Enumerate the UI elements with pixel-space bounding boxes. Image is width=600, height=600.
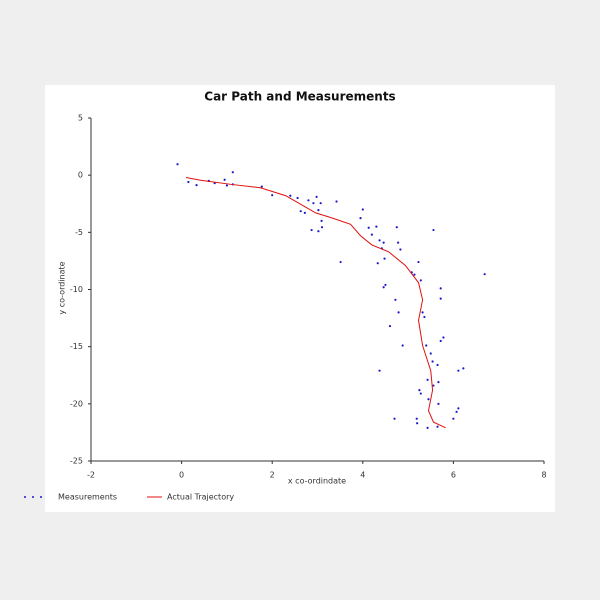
- measurement-point: [375, 225, 378, 228]
- measurement-point: [426, 378, 429, 381]
- measurement-point: [397, 241, 400, 244]
- measurement-point: [378, 239, 381, 242]
- measurement-point: [452, 417, 455, 420]
- measurement-point: [320, 219, 323, 222]
- measurement-point: [432, 228, 435, 232]
- x-tick-label: 8: [541, 471, 546, 480]
- measurement-point: [320, 226, 324, 229]
- measurement-point: [310, 228, 313, 232]
- measurement-point: [455, 410, 458, 413]
- measurement-point: [225, 184, 228, 187]
- measurement-point: [223, 178, 226, 181]
- measurement-point: [394, 298, 397, 301]
- measurement-point: [231, 171, 234, 174]
- measurement-point: [427, 398, 430, 401]
- y-tick-label: -20: [70, 399, 83, 408]
- measurement-point: [416, 422, 419, 425]
- measurement-point: [418, 389, 421, 392]
- y-tick-label: 0: [78, 171, 83, 180]
- measurement-point: [425, 344, 428, 347]
- y-tick-label: 5: [78, 114, 83, 123]
- measurement-point: [370, 233, 373, 236]
- legend-swatch: [24, 496, 26, 498]
- measurement-point: [437, 402, 440, 405]
- measurement-point: [436, 425, 439, 428]
- chart-title: Car Path and Measurements: [204, 90, 395, 104]
- measurement-point: [339, 260, 342, 264]
- measurement-point: [421, 311, 424, 314]
- measurement-point: [432, 384, 435, 387]
- measurement-point: [423, 315, 426, 319]
- measurement-point: [439, 297, 442, 300]
- measurement-point: [315, 195, 318, 198]
- measurement-point: [296, 196, 299, 200]
- measurement-point: [415, 417, 418, 420]
- x-axis-label: x co-ordindate: [288, 477, 346, 486]
- measurement-point: [437, 381, 440, 384]
- measurement-point: [303, 211, 306, 214]
- measurement-point: [384, 283, 387, 287]
- measurement-point: [335, 200, 338, 203]
- x-tick-label: 4: [360, 471, 365, 480]
- measurement-point: [319, 202, 322, 205]
- measurement-point: [457, 369, 460, 372]
- measurement-point: [439, 339, 442, 343]
- measurement-point: [289, 194, 292, 197]
- measurement-point: [359, 217, 362, 220]
- measurement-point: [271, 194, 274, 197]
- measurement-point: [417, 260, 420, 264]
- measurement-point: [317, 230, 320, 233]
- measurement-point: [176, 163, 179, 166]
- legend-swatch: [40, 496, 42, 498]
- measurement-point: [399, 248, 402, 251]
- measurement-point: [388, 324, 392, 328]
- measurement-point: [187, 180, 190, 184]
- measurement-point: [431, 360, 434, 363]
- x-tick-label: 2: [270, 471, 275, 480]
- measurement-point: [483, 273, 486, 276]
- y-tick-label: -5: [75, 228, 83, 237]
- y-axis-label: y co-ordinate: [58, 261, 67, 314]
- measurement-point: [307, 199, 310, 202]
- measurement-point: [382, 286, 385, 289]
- measurement-point: [317, 209, 320, 212]
- y-tick-label: -25: [70, 457, 83, 466]
- measurement-point: [413, 273, 416, 276]
- measurement-point: [383, 257, 386, 260]
- trajectory-line: [186, 176, 446, 429]
- measurement-point: [419, 392, 422, 395]
- measurement-point: [397, 311, 400, 314]
- measurement-point: [393, 417, 396, 420]
- measurement-point: [376, 262, 379, 265]
- x-tick-label: 6: [451, 471, 456, 480]
- x-tick-label: -2: [87, 471, 95, 480]
- measurement-point: [382, 241, 385, 244]
- y-tick-label: -15: [70, 342, 83, 351]
- legend-label: Actual Trajectory: [167, 493, 234, 502]
- x-tick-label: 0: [179, 471, 184, 480]
- measurement-point: [260, 185, 263, 188]
- measurement-point: [436, 363, 439, 367]
- measurement-point: [395, 226, 398, 229]
- chart-background: [45, 85, 555, 512]
- measurement-point: [442, 336, 445, 339]
- measurement-point: [429, 352, 432, 355]
- y-tick-label: -10: [70, 285, 83, 294]
- measurement-point: [299, 210, 302, 213]
- measurement-point: [457, 407, 460, 410]
- measurement-point: [367, 226, 370, 229]
- measurement-point: [378, 369, 381, 372]
- legend-label: Measurements: [58, 493, 117, 502]
- measurement-point: [361, 208, 364, 211]
- measurement-point: [439, 287, 442, 290]
- measurement-point: [401, 344, 404, 347]
- measurement-point: [195, 184, 198, 187]
- measurement-point: [312, 202, 315, 205]
- measurement-point: [426, 426, 429, 429]
- measurement-point: [462, 367, 465, 370]
- legend-swatch: [32, 496, 34, 498]
- measurement-point: [419, 279, 422, 282]
